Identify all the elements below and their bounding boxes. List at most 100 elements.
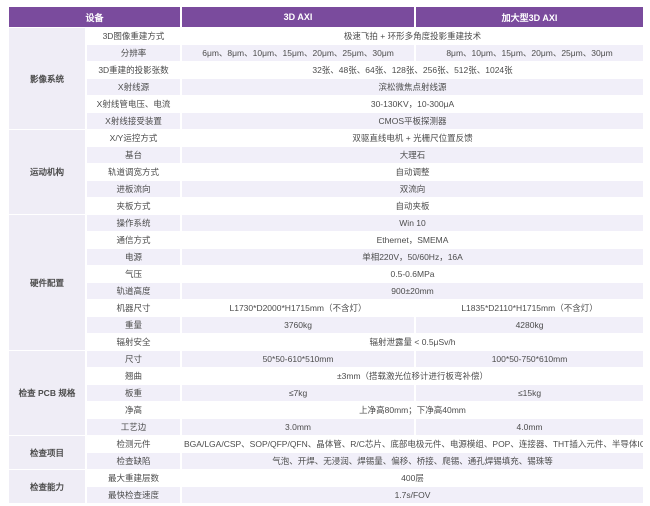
spec-row: X射线管电压、电流 30-130KV，10-300μA bbox=[9, 96, 644, 112]
header-row: 设备 3D AXI 加大型3D AXI bbox=[9, 7, 644, 27]
header-large-3d-axi: 加大型3D AXI bbox=[416, 7, 644, 27]
spec-label-cell: 轨道调宽方式 bbox=[87, 164, 181, 180]
spec-row: 轨道高度 900±20mm bbox=[9, 283, 644, 299]
value-cell-large-3d-axi: 100*50-750*610mm bbox=[416, 351, 644, 367]
value-cell-large-3d-axi: 4.0mm bbox=[416, 419, 644, 435]
spec-label-cell: 电源 bbox=[87, 249, 181, 265]
spec-row: 机器尺寸 L1730*D2000*H1715mm（不含灯） L1835*D2110*… bbox=[9, 300, 644, 316]
value-cell-shared: ±3mm（搭载激光位移计进行板弯补偿） bbox=[182, 368, 644, 384]
value-cell-shared: 滨松微焦点射线源 bbox=[182, 79, 644, 95]
spec-table: 设备 3D AXI 加大型3D AXI 影像系统 3D图像重建方式 极速飞拍 + 环… bbox=[7, 6, 645, 504]
value-cell-3d-axi: 6μm、8μm、10μm、15μm、20μm、25μm、30μm bbox=[182, 45, 415, 61]
spec-row: 分辨率 6μm、8μm、10μm、15μm、20μm、25μm、30μm 8μm、1… bbox=[9, 45, 644, 61]
value-cell-3d-axi: ≤7kg bbox=[182, 385, 415, 401]
value-cell-shared: 自动调整 bbox=[182, 164, 644, 180]
header-3d-axi: 3D AXI bbox=[182, 7, 415, 27]
spec-label-cell: 净高 bbox=[87, 402, 181, 418]
spec-label-cell: 板重 bbox=[87, 385, 181, 401]
spec-label-cell: 辐射安全 bbox=[87, 334, 181, 350]
value-cell-shared: 双流向 bbox=[182, 181, 644, 197]
value-cell-large-3d-axi: L1835*D2110*H1715mm（不含灯） bbox=[416, 300, 644, 316]
category-cell: 检查 PCB 规格 bbox=[9, 351, 85, 435]
spec-row: 板重 ≤7kg ≤15kg bbox=[9, 385, 644, 401]
spec-row: 净高 上净高80mm；下净高40mm bbox=[9, 402, 644, 418]
value-cell-shared: 900±20mm bbox=[182, 283, 644, 299]
spec-row: 检查 PCB 规格 尺寸 50*50-610*510mm 100*50-750*610… bbox=[9, 351, 644, 435]
value-cell-shared: 大理石 bbox=[182, 147, 644, 163]
value-cell-shared: 32张、48张、64张、128张、256张、512张、1024张 bbox=[182, 62, 644, 78]
spec-row: 检查缺陷 气泡、开焊、无浸润、焊锡量、偏移、桥接、爬锡、通孔焊锡填充、锡珠等 bbox=[9, 453, 644, 469]
spec-label-cell: 3D图像重建方式 bbox=[87, 28, 181, 44]
spec-row: 最快检查速度 1.7s/FOV bbox=[9, 487, 644, 503]
spec-row: 辐射安全 辐射泄露量 < 0.5μSv/h bbox=[9, 334, 644, 350]
spec-label-cell: 工艺边 bbox=[87, 419, 181, 435]
spec-row: X射线接受装置 CMOS平板探测器 bbox=[9, 113, 644, 129]
spec-row: 夹板方式 自动夹板 bbox=[9, 198, 644, 214]
spec-row: 工艺边 3.0mm 4.0mm bbox=[9, 419, 644, 435]
spec-row: 检查项目 检测元件 BGA/LGA/CSP、SOP/QFP/QFN、晶体管、R/C芯… bbox=[9, 436, 644, 469]
spec-row: 通信方式 Ethernet，SMEMA bbox=[9, 232, 644, 248]
spec-label-cell: 检测元件 bbox=[87, 436, 181, 452]
value-cell-3d-axi: L1730*D2000*H1715mm（不含灯） bbox=[182, 300, 415, 316]
value-cell-shared: 辐射泄露量 < 0.5μSv/h bbox=[182, 334, 644, 350]
value-cell-shared: 0.5-0.6MPa bbox=[182, 266, 644, 282]
spec-row: 进板流向 双流向 bbox=[9, 181, 644, 197]
value-cell-shared: 气泡、开焊、无浸润、焊锡量、偏移、桥接、爬锡、通孔焊锡填充、锡珠等 bbox=[182, 453, 644, 469]
value-cell-3d-axi: 50*50-610*510mm bbox=[182, 351, 415, 367]
spec-row: 硬件配置 操作系统 Win 10 bbox=[9, 215, 644, 350]
spec-label-cell: 重量 bbox=[87, 317, 181, 333]
value-cell-large-3d-axi: ≤15kg bbox=[416, 385, 644, 401]
spec-label-cell: 最大重建层数 bbox=[87, 470, 181, 486]
spec-label-cell: 翘曲 bbox=[87, 368, 181, 384]
spec-label-cell: 气压 bbox=[87, 266, 181, 282]
value-cell-3d-axi: 3760kg bbox=[182, 317, 415, 333]
spec-row: 气压 0.5-0.6MPa bbox=[9, 266, 644, 282]
value-cell-shared: 单相220V，50/60Hz，16A bbox=[182, 249, 644, 265]
value-cell-shared: 极速飞拍 + 环形多角度投影重建技术 bbox=[182, 28, 644, 44]
header-device: 设备 bbox=[9, 7, 181, 27]
category-cell: 影像系统 bbox=[9, 28, 85, 129]
spec-label-cell: 最快检查速度 bbox=[87, 487, 181, 503]
spec-label-cell: 夹板方式 bbox=[87, 198, 181, 214]
value-cell-shared: Ethernet，SMEMA bbox=[182, 232, 644, 248]
spec-row: 轨道调宽方式 自动调整 bbox=[9, 164, 644, 180]
spec-row: 重量 3760kg 4280kg bbox=[9, 317, 644, 333]
spec-row: 基台 大理石 bbox=[9, 147, 644, 163]
category-cell: 硬件配置 bbox=[9, 215, 85, 350]
spec-label-cell: X射线源 bbox=[87, 79, 181, 95]
value-cell-shared: BGA/LGA/CSP、SOP/QFP/QFN、晶体管、R/C芯片、底部电极元件… bbox=[182, 436, 644, 452]
spec-row: 翘曲 ±3mm（搭载激光位移计进行板弯补偿） bbox=[9, 368, 644, 384]
spec-label-cell: 基台 bbox=[87, 147, 181, 163]
spec-label-cell: 通信方式 bbox=[87, 232, 181, 248]
spec-label-cell: 操作系统 bbox=[87, 215, 181, 231]
spec-label-cell: X射线管电压、电流 bbox=[87, 96, 181, 112]
spec-label-cell: 分辨率 bbox=[87, 45, 181, 61]
spec-label-cell: 进板流向 bbox=[87, 181, 181, 197]
value-cell-shared: 400层 bbox=[182, 470, 644, 486]
spec-label-cell: 机器尺寸 bbox=[87, 300, 181, 316]
spec-label-cell: X射线接受装置 bbox=[87, 113, 181, 129]
category-cell: 检查项目 bbox=[9, 436, 85, 469]
value-cell-shared: 30-130KV，10-300μA bbox=[182, 96, 644, 112]
value-cell-shared: 上净高80mm；下净高40mm bbox=[182, 402, 644, 418]
spec-label-cell: 检查缺陷 bbox=[87, 453, 181, 469]
value-cell-large-3d-axi: 4280kg bbox=[416, 317, 644, 333]
value-cell-shared: 双驱直线电机 + 光栅尺位置反馈 bbox=[182, 130, 644, 146]
value-cell-shared: Win 10 bbox=[182, 215, 644, 231]
spec-row: 运动机构 X/Y运控方式 双驱直线电机 + 光栅尺位置反馈 bbox=[9, 130, 644, 214]
value-cell-shared: CMOS平板探测器 bbox=[182, 113, 644, 129]
spec-label-cell: 3D重建的投影张数 bbox=[87, 62, 181, 78]
spec-row: 影像系统 3D图像重建方式 极速飞拍 + 环形多角度投影重建技术 bbox=[9, 28, 644, 129]
spec-row: X射线源 滨松微焦点射线源 bbox=[9, 79, 644, 95]
value-cell-large-3d-axi: 8μm、10μm、15μm、20μm、25μm、30μm bbox=[416, 45, 644, 61]
spec-label-cell: X/Y运控方式 bbox=[87, 130, 181, 146]
category-cell: 检查能力 bbox=[9, 470, 85, 503]
category-cell: 运动机构 bbox=[9, 130, 85, 214]
spec-row: 电源 单相220V，50/60Hz，16A bbox=[9, 249, 644, 265]
spec-row: 检查能力 最大重建层数 400层 bbox=[9, 470, 644, 503]
value-cell-3d-axi: 3.0mm bbox=[182, 419, 415, 435]
spec-label-cell: 轨道高度 bbox=[87, 283, 181, 299]
spec-row: 3D重建的投影张数 32张、48张、64张、128张、256张、512张、1024… bbox=[9, 62, 644, 78]
spec-label-cell: 尺寸 bbox=[87, 351, 181, 367]
